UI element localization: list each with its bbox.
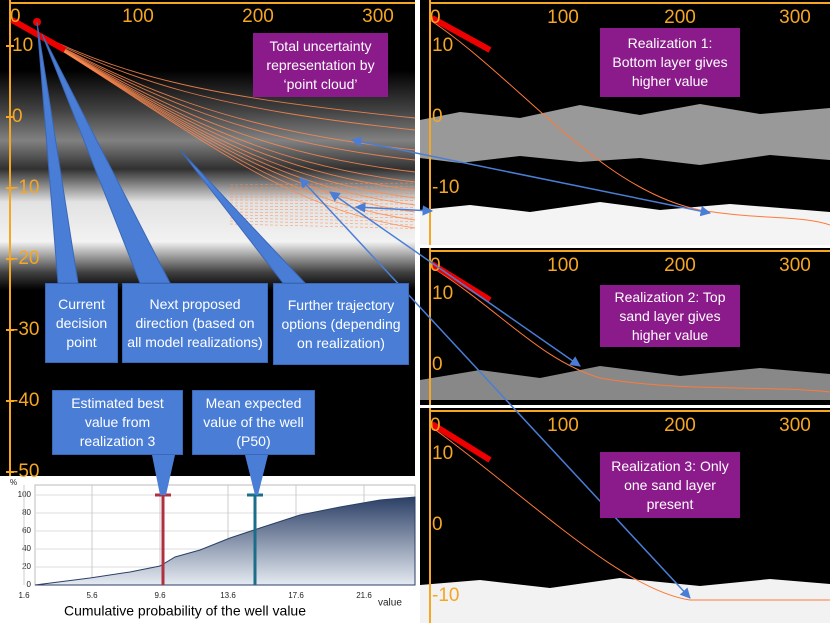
drilled-path xyxy=(430,15,492,53)
x-tick-label: 0 xyxy=(430,415,441,436)
x-tick-label: 5.6 xyxy=(86,591,98,600)
y-tick-label: 0 xyxy=(12,106,23,127)
y-tick-label: -10 xyxy=(432,177,459,198)
y-tick-label: -10 xyxy=(12,177,39,198)
note-box: Total uncertainty representation by ‘poi… xyxy=(253,33,388,97)
x-tick-label: 100 xyxy=(547,255,579,276)
y-tick-label: 10 xyxy=(12,35,33,56)
x-tick-label: 21.6 xyxy=(356,591,372,600)
y-tick-label: -10 xyxy=(432,585,459,606)
callout-box: Current decision point xyxy=(45,283,118,363)
y-tick-label: 10 xyxy=(432,35,453,56)
x-tick-label: 100 xyxy=(122,6,154,27)
y-tick-label: 80 xyxy=(22,508,31,517)
callout-pointer xyxy=(152,455,175,495)
y-tick-label: 0 xyxy=(432,514,443,535)
x-tick-label: 200 xyxy=(664,255,696,276)
x-tick-label: 9.6 xyxy=(154,591,166,600)
x-tick-label: 200 xyxy=(664,415,696,436)
y-tick-label: 60 xyxy=(22,526,31,535)
x-tick-label: 17.6 xyxy=(288,591,304,600)
sand-layer xyxy=(420,202,830,245)
callout-pointer xyxy=(245,455,268,495)
y-tick-label: 100 xyxy=(18,490,32,499)
x-tick-label: 13.6 xyxy=(220,591,236,600)
y-tick-label: 0 xyxy=(432,354,443,375)
note-box: Realization 1: Bottom layer gives higher… xyxy=(600,28,740,97)
note-box: Realization 3: Only one sand layer prese… xyxy=(600,452,740,518)
x-tick-label: 300 xyxy=(779,415,811,436)
y-tick-label: -50 xyxy=(12,461,39,482)
callout-box: Further trajectory options (depending on… xyxy=(273,283,409,365)
x-axis-label: value xyxy=(378,598,402,609)
note-box: Realization 2: Top sand layer gives high… xyxy=(600,285,740,347)
x-tick-label: 200 xyxy=(242,6,274,27)
y-tick-label: 20 xyxy=(22,562,31,571)
callout-box: Next proposed direction (based on all mo… xyxy=(122,283,268,363)
x-tick-label: 200 xyxy=(664,7,696,28)
y-tick-label: -20 xyxy=(12,248,39,269)
caption: Cumulative probability of the well value xyxy=(64,603,306,619)
y-axis-label: % xyxy=(10,478,17,487)
y-tick-label: 0 xyxy=(27,580,32,589)
y-tick-label: 10 xyxy=(432,443,453,464)
x-tick-label: 300 xyxy=(362,6,394,27)
sand-layer xyxy=(420,366,830,400)
y-tick-label: -30 xyxy=(12,319,39,340)
y-tick-label: 0 xyxy=(432,106,443,127)
y-tick-label: -40 xyxy=(12,390,39,411)
x-tick-label: 0 xyxy=(430,7,441,28)
callout-box: Mean expected value of the well (P50) xyxy=(192,390,315,455)
x-tick-label: 300 xyxy=(779,255,811,276)
x-tick-label: 300 xyxy=(779,7,811,28)
y-tick-label: 10 xyxy=(432,283,453,304)
x-tick-label: 1.6 xyxy=(18,591,30,600)
y-tick-label: 40 xyxy=(22,544,31,553)
link-arrow xyxy=(299,177,691,599)
x-tick-label: 100 xyxy=(547,415,579,436)
x-tick-label: 0 xyxy=(10,6,21,27)
callout-box: Estimated best value from realization 3 xyxy=(52,390,183,455)
x-tick-label: 100 xyxy=(547,7,579,28)
